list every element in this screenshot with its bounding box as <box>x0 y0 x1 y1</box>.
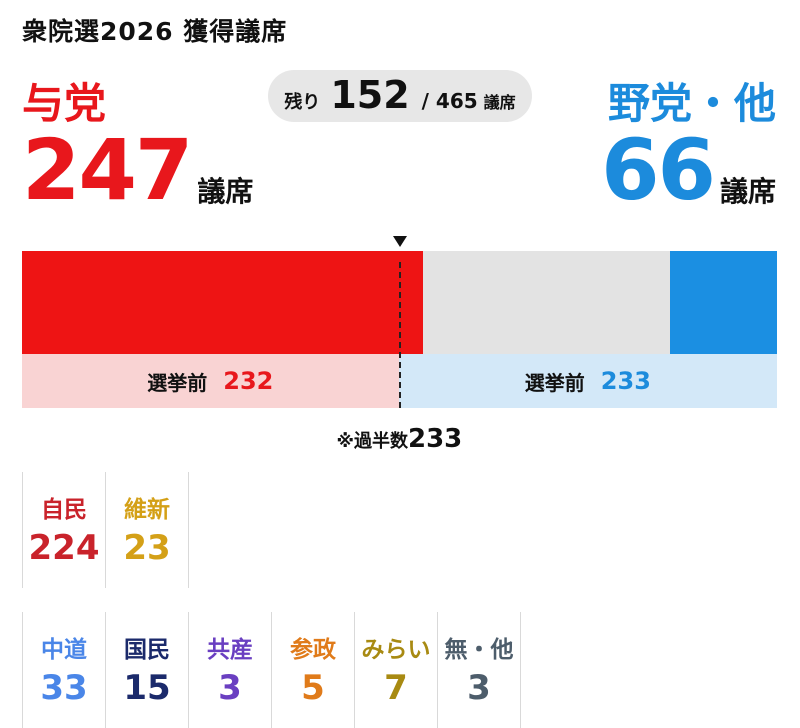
opposition-seat-bar <box>669 251 777 354</box>
party-card: 参政 5 <box>271 612 355 728</box>
party-seats: 7 <box>384 668 408 708</box>
party-seats: 15 <box>123 668 171 708</box>
remaining-value: 152 <box>330 73 410 117</box>
opposition-seats-unit: 議席 <box>719 175 776 208</box>
ruling-previous-value: 232 <box>223 367 274 395</box>
party-seats: 23 <box>123 528 171 568</box>
majority-label: ※過半数 <box>336 431 409 452</box>
remaining-unit: 議席 <box>483 93 516 112</box>
party-seats: 224 <box>28 528 100 568</box>
ruling-label: 与党 <box>22 79 107 128</box>
party-name: 共産 <box>207 637 253 663</box>
party-name: 国民 <box>124 637 170 663</box>
party-card: 中道 33 <box>22 612 106 728</box>
majority-note: ※過半数233 <box>337 424 463 454</box>
previous-seats-row: 選挙前 232 選挙前 233 <box>22 354 777 408</box>
party-card: みらい 7 <box>354 612 438 728</box>
opposition-label: 野党・他 <box>607 79 776 128</box>
ruling-seat-bar <box>22 251 424 354</box>
majority-value: 233 <box>408 424 463 454</box>
ruling-party-breakdown: 自民 224 維新 23 <box>22 472 189 588</box>
party-card: 共産 3 <box>188 612 272 728</box>
ruling-previous: 選挙前 232 <box>22 354 399 408</box>
ruling-previous-label: 選挙前 <box>147 370 208 395</box>
opposition-previous: 選挙前 233 <box>398 354 777 408</box>
party-name: みらい <box>361 637 431 663</box>
opposition-previous-label: 選挙前 <box>524 370 585 395</box>
opposition-seat-count: 66 議席 <box>601 128 776 212</box>
majority-line <box>398 262 401 408</box>
opposition-party-breakdown: 中道 33 国民 15 共産 3 参政 5 みらい 7 無・他 3 <box>22 612 521 728</box>
party-name: 維新 <box>124 497 170 523</box>
party-card: 国民 15 <box>105 612 189 728</box>
ruling-seats-unit: 議席 <box>197 175 254 208</box>
ruling-seats-value: 247 <box>22 121 193 219</box>
opposition-previous-value: 233 <box>600 367 651 395</box>
page-title: 衆院選2026 獲得議席 <box>22 17 288 46</box>
party-card: 維新 23 <box>105 472 189 588</box>
seat-bar <box>22 251 777 354</box>
ruling-seat-count: 247 議席 <box>22 128 253 212</box>
party-name: 自民 <box>41 497 87 523</box>
party-name: 中道 <box>41 637 87 663</box>
total-seats: / 465 <box>421 89 478 113</box>
party-seats: 3 <box>467 668 491 708</box>
party-card: 自民 224 <box>22 472 106 588</box>
majority-marker-icon <box>392 236 407 247</box>
party-name: 参政 <box>290 637 336 663</box>
remaining-seats-pill: 残り 152 / 465 議席 <box>268 70 532 122</box>
party-seats: 3 <box>218 668 242 708</box>
party-card: 無・他 3 <box>437 612 521 728</box>
opposition-seats-value: 66 <box>601 121 716 219</box>
party-name: 無・他 <box>444 637 514 663</box>
party-seats: 33 <box>40 668 88 708</box>
party-seats: 5 <box>301 668 325 708</box>
remaining-label: 残り <box>284 92 321 113</box>
